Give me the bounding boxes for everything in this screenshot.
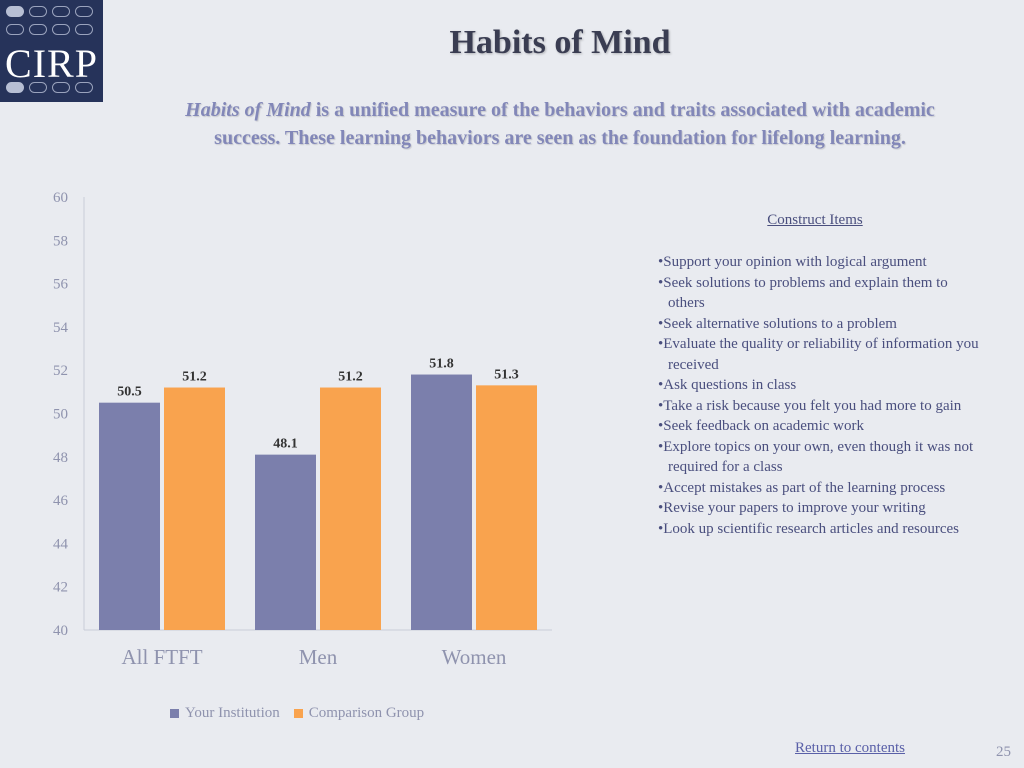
construct-item: Take a risk because you felt you had mor… (658, 396, 988, 417)
legend-label-comparison: Comparison Group (308, 705, 425, 721)
logo-dots-row (6, 24, 98, 38)
construct-item: Seek feedback on academic work (658, 416, 988, 437)
legend-swatch-institution (170, 709, 179, 718)
legend-swatch-comparison (293, 709, 303, 718)
chart-legend: Your Institution Comparison Group (170, 705, 438, 722)
y-tick-label: 58 (53, 233, 68, 249)
subtitle-line1: is a unified measure of the behaviors an… (310, 99, 935, 121)
y-tick-label: 56 (53, 277, 69, 293)
bar-comparison (320, 387, 381, 630)
logo-dots-row (6, 82, 98, 96)
subtitle-lead: Habits of Mind (185, 99, 311, 121)
construct-item: Accept mistakes as part of the learning … (658, 478, 988, 499)
y-tick-label: 44 (53, 536, 69, 552)
bar-institution (99, 402, 160, 630)
construct-item: Revise your papers to improve your writi… (658, 498, 988, 519)
bar-institution (255, 454, 316, 630)
subtitle-line2: success. These learning behaviors are se… (214, 127, 906, 149)
construct-item: Support your opinion with logical argume… (658, 252, 988, 273)
x-category-label: Women (442, 645, 507, 669)
return-to-contents-link[interactable]: Return to contents (795, 740, 905, 756)
y-tick-label: 50 (53, 407, 68, 423)
legend-label-institution: Your Institution (185, 705, 280, 721)
construct-items-list: Support your opinion with logical argume… (658, 252, 988, 539)
legend-item-comparison: Comparison Group (293, 705, 425, 722)
construct-items-heading: Construct Items (767, 212, 863, 228)
bar-value-label: 51.2 (338, 370, 363, 385)
x-category-label: All FTFT (121, 645, 202, 669)
y-tick-label: 46 (53, 493, 69, 509)
bar-value-label: 50.5 (117, 385, 142, 400)
bar-value-label: 51.2 (182, 370, 207, 385)
y-tick-label: 48 (53, 450, 68, 466)
y-tick-label: 54 (53, 320, 69, 336)
bar-institution (411, 374, 472, 630)
page-number: 25 (996, 744, 1011, 760)
construct-item: Evaluate the quality or reliability of i… (658, 334, 988, 375)
legend-item-institution: Your Institution (170, 705, 280, 722)
logo-text: CIRP (5, 41, 98, 86)
habits-of-mind-bar-chart: 40 42 44 46 48 50 52 54 56 58 60 50.5 51.2 All FTFT 48… (53, 190, 552, 669)
y-tick-label: 40 (53, 623, 68, 639)
bar-value-label: 51.3 (494, 367, 519, 382)
page-title: Habits of Mind (449, 24, 671, 61)
bar-value-label: 48.1 (273, 437, 298, 452)
construct-item: Ask questions in class (658, 375, 988, 396)
bar-value-label: 51.8 (429, 357, 454, 372)
construct-item: Look up scientific research articles and… (658, 519, 988, 540)
logo-dots-row (6, 6, 98, 20)
construct-item: Seek solutions to problems and explain t… (658, 273, 988, 314)
page-subtitle: Habits of Mind is a unified measure of t… (120, 96, 1000, 152)
construct-item: Seek alternative solutions to a problem (658, 314, 988, 335)
y-tick-label: 42 (53, 580, 68, 596)
cirp-logo: CIRP (0, 0, 103, 102)
y-tick-label: 60 (53, 190, 68, 206)
bar-comparison (164, 387, 225, 630)
bar-comparison (476, 385, 537, 630)
x-category-label: Men (299, 645, 338, 669)
construct-item: Explore topics on your own, even though … (658, 437, 988, 478)
y-tick-label: 52 (53, 363, 68, 379)
